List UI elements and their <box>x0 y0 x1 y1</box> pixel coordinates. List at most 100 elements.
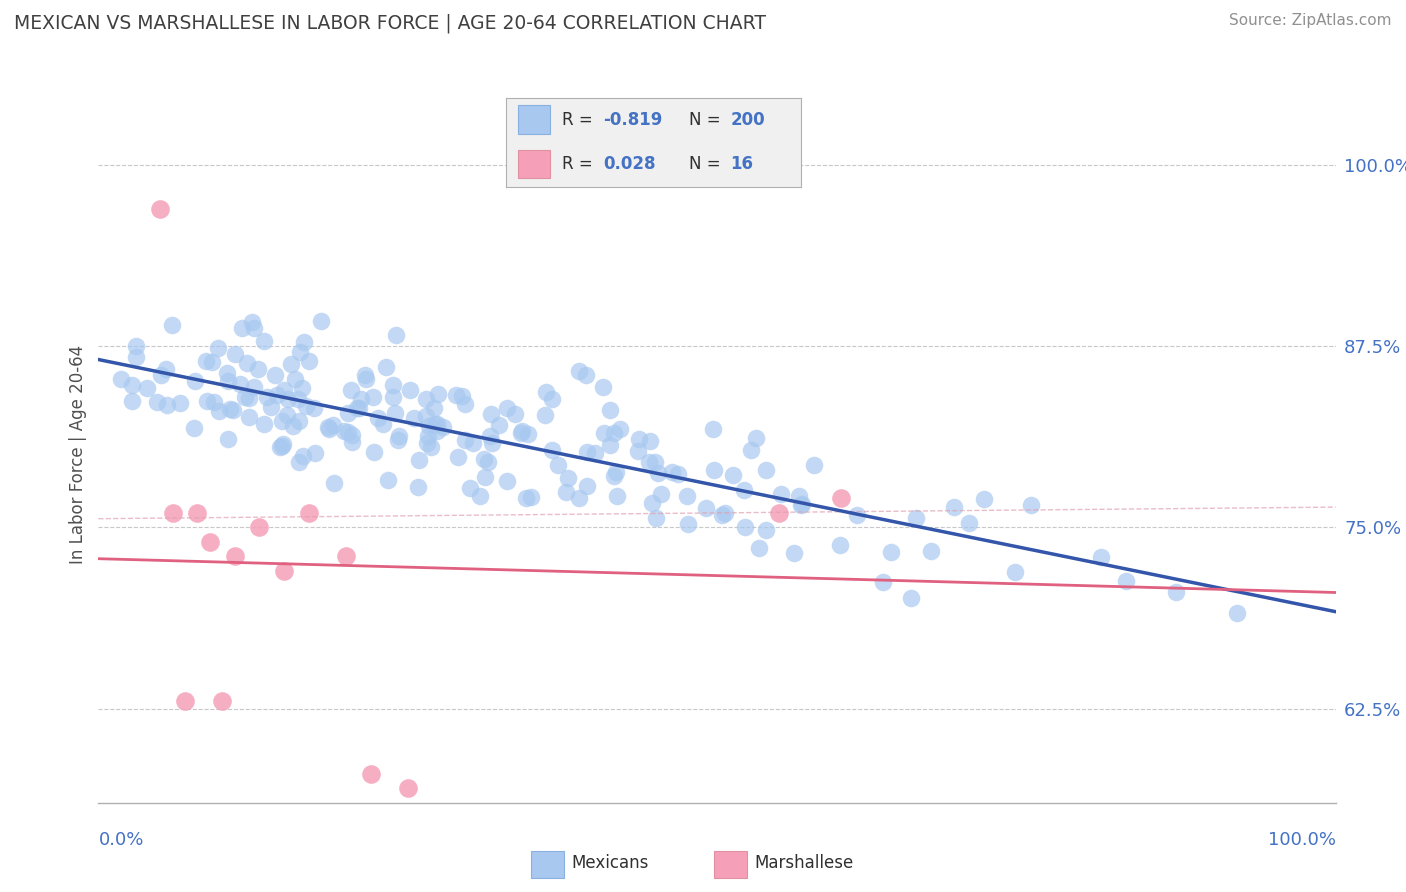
Point <box>288 344 311 359</box>
Point <box>201 355 224 369</box>
Point <box>183 374 205 388</box>
Point <box>845 508 868 522</box>
Point <box>734 519 756 533</box>
Point <box>215 367 238 381</box>
Point <box>755 463 778 477</box>
Point <box>880 545 903 559</box>
Point <box>281 418 304 433</box>
Point <box>381 378 404 392</box>
Point <box>710 508 733 522</box>
Point <box>488 417 510 432</box>
Point <box>242 321 264 335</box>
Point <box>247 520 270 534</box>
Point <box>599 403 621 417</box>
Point <box>973 492 995 507</box>
Point <box>195 393 218 408</box>
Point <box>284 372 307 386</box>
Point <box>420 441 443 455</box>
Point <box>387 433 409 447</box>
Point <box>260 400 283 414</box>
Point <box>943 500 966 515</box>
Point <box>340 428 363 442</box>
Point <box>125 338 148 352</box>
Point <box>149 202 172 216</box>
Point <box>733 483 755 498</box>
Point <box>406 480 429 494</box>
Point <box>575 445 598 459</box>
Point <box>266 388 288 402</box>
Point <box>568 363 591 377</box>
Point <box>496 474 519 488</box>
Point <box>768 506 790 520</box>
Point <box>256 390 278 404</box>
Point <box>460 481 482 495</box>
Point <box>472 452 495 467</box>
Text: 0.028: 0.028 <box>603 155 657 173</box>
Point <box>336 425 359 440</box>
Point <box>316 420 339 434</box>
Point <box>121 377 143 392</box>
Point <box>288 414 311 428</box>
Point <box>264 368 287 382</box>
Point <box>426 424 449 438</box>
Point <box>474 469 496 483</box>
Point <box>609 422 631 436</box>
Point <box>644 511 666 525</box>
Point <box>291 381 314 395</box>
Point <box>160 318 183 333</box>
Point <box>238 391 260 405</box>
Point <box>1004 565 1026 579</box>
Point <box>360 767 382 781</box>
Point <box>427 386 450 401</box>
Point <box>1164 585 1187 599</box>
Point <box>242 380 264 394</box>
Point <box>575 368 598 382</box>
Point <box>183 421 205 435</box>
Point <box>269 441 291 455</box>
Point <box>318 422 340 436</box>
Point <box>384 406 406 420</box>
Point <box>477 455 499 469</box>
Point <box>292 335 315 350</box>
Point <box>217 374 239 388</box>
Point <box>576 479 599 493</box>
Point <box>353 368 375 382</box>
Text: Marshallese: Marshallese <box>754 854 853 872</box>
FancyBboxPatch shape <box>531 851 564 878</box>
Point <box>295 399 318 413</box>
Text: MEXICAN VS MARSHALLESE IN LABOR FORCE | AGE 20-64 CORRELATION CHART: MEXICAN VS MARSHALLESE IN LABOR FORCE | … <box>14 13 766 33</box>
Point <box>755 523 778 537</box>
Point <box>367 411 389 425</box>
Y-axis label: In Labor Force | Age 20-64: In Labor Force | Age 20-64 <box>69 345 87 565</box>
Point <box>323 475 346 490</box>
Point <box>721 468 744 483</box>
Point <box>661 465 683 479</box>
Text: N =: N = <box>689 111 725 128</box>
Point <box>557 471 579 485</box>
Point <box>790 498 813 512</box>
Point <box>174 694 197 708</box>
Point <box>905 510 928 524</box>
Point <box>211 694 233 708</box>
Point <box>446 387 468 401</box>
Point <box>534 408 557 422</box>
Point <box>792 497 814 511</box>
Point <box>641 496 664 510</box>
Point <box>311 314 333 328</box>
Point <box>510 424 533 438</box>
Point <box>468 489 491 503</box>
Point <box>463 436 485 450</box>
Point <box>125 351 148 365</box>
Point <box>149 368 172 383</box>
Point <box>418 429 440 443</box>
Point <box>770 487 793 501</box>
FancyBboxPatch shape <box>714 851 747 878</box>
Point <box>540 443 562 458</box>
Point <box>555 485 578 500</box>
Point <box>418 419 440 434</box>
Point <box>302 401 325 415</box>
Point <box>385 328 408 343</box>
Point <box>599 437 621 451</box>
Point <box>748 541 770 556</box>
Point <box>541 392 564 406</box>
